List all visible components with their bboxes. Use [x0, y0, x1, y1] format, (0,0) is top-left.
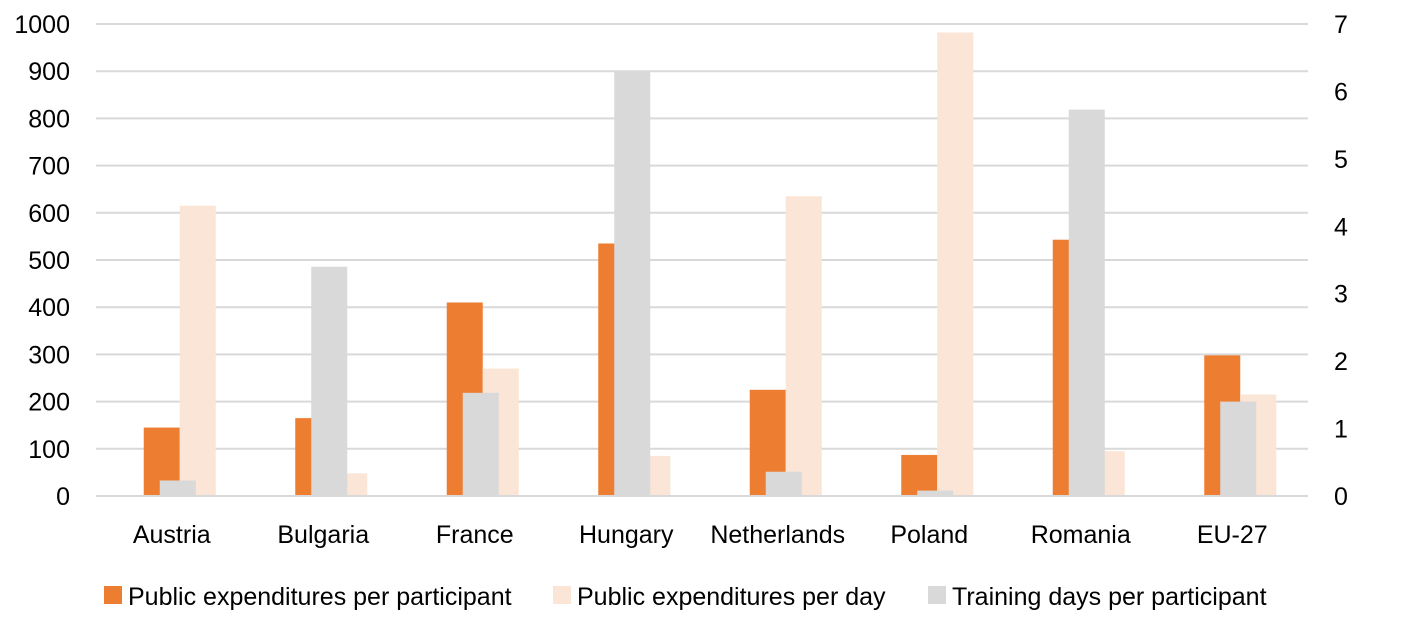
legend-label: Public expenditures per participant — [128, 583, 512, 611]
right-y-tick-label: 5 — [1334, 146, 1348, 174]
bar — [1068, 109, 1105, 497]
legend-item: Public expenditures per day — [553, 583, 886, 611]
category-label: Poland — [890, 521, 968, 549]
category-label: Netherlands — [710, 521, 845, 549]
right-y-tick-label: 7 — [1334, 11, 1348, 39]
left-y-tick-label: 700 — [28, 153, 70, 181]
bar — [311, 266, 348, 496]
legend-swatch — [928, 586, 946, 604]
x-axis: Austria Bulgaria France Hungary Netherlands P… — [96, 495, 1308, 549]
right-y-tick-label: 6 — [1334, 78, 1348, 106]
left-y-tick-label: 300 — [28, 341, 70, 369]
bar — [937, 32, 974, 496]
right-y-tick-label: 4 — [1334, 213, 1348, 241]
legend-item: Public expenditures per participant — [104, 583, 512, 611]
category-label: France — [436, 521, 514, 549]
left-y-tick-label: 600 — [28, 200, 70, 228]
bar — [462, 392, 499, 496]
bar — [785, 196, 822, 496]
legend: Public expenditures per participant Publi… — [104, 583, 1267, 611]
category-label: Austria — [133, 521, 211, 549]
legend-item: Training days per participant — [928, 583, 1267, 611]
left-y-tick-label: 500 — [28, 247, 70, 275]
bar — [179, 205, 216, 496]
left-y-axis: 0 100 200 300 400 500 600 700 800 900 1000 — [14, 11, 70, 511]
left-y-tick-label: 900 — [28, 58, 70, 86]
category-label: Hungary — [579, 521, 674, 549]
category-label: Romania — [1031, 521, 1131, 549]
right-y-axis: 0 1 2 3 4 5 6 7 — [1334, 11, 1348, 511]
plot-area — [143, 32, 1277, 497]
right-y-tick-label: 2 — [1334, 348, 1348, 376]
bar — [765, 471, 802, 496]
legend-label: Public expenditures per day — [577, 583, 886, 611]
right-y-tick-label: 0 — [1334, 483, 1348, 511]
legend-label: Training days per participant — [952, 583, 1267, 611]
left-y-tick-label: 0 — [56, 483, 70, 511]
left-y-tick-label: 1000 — [14, 11, 70, 39]
left-y-tick-label: 200 — [28, 389, 70, 417]
left-y-tick-label: 100 — [28, 436, 70, 464]
bar — [917, 490, 954, 496]
category-label: EU-27 — [1197, 521, 1268, 549]
left-y-tick-label: 400 — [28, 294, 70, 322]
gridlines — [96, 23, 1308, 450]
bar — [159, 480, 196, 496]
category-label: Bulgaria — [277, 521, 369, 549]
bar — [1220, 401, 1257, 496]
bar — [901, 454, 938, 496]
legend-swatch — [104, 586, 122, 604]
left-y-tick-label: 800 — [28, 105, 70, 133]
right-y-tick-label: 3 — [1334, 281, 1348, 309]
legend-swatch — [553, 586, 571, 604]
bar — [614, 71, 651, 496]
right-y-tick-label: 1 — [1334, 416, 1348, 444]
